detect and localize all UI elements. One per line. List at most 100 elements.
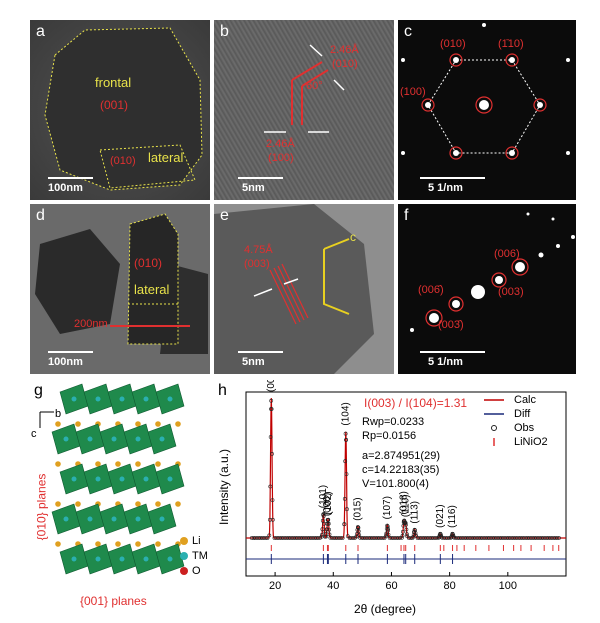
obs-point bbox=[380, 536, 385, 540]
obs-point bbox=[304, 536, 308, 540]
obs-point bbox=[349, 536, 354, 540]
obs-point bbox=[297, 536, 301, 540]
obs-point bbox=[340, 536, 345, 540]
obs-point bbox=[295, 536, 300, 540]
peak-label: (116) bbox=[447, 505, 458, 528]
obs-point bbox=[445, 536, 450, 540]
obs-point bbox=[413, 531, 418, 535]
panel-g-bottom-label: {001} planes bbox=[80, 594, 147, 608]
obs-point bbox=[327, 527, 332, 532]
obs-point bbox=[413, 533, 418, 538]
panel-g-axis-c: c bbox=[31, 428, 37, 440]
obs-point bbox=[541, 536, 546, 540]
plot-frame bbox=[245, 391, 567, 577]
panel-g-crystal-structure bbox=[39, 383, 188, 575]
li-atom bbox=[55, 461, 61, 467]
panel-a: a frontal (001) (010) lateral 100nm bbox=[30, 20, 210, 200]
peak-label: (102) bbox=[323, 491, 334, 514]
obs-point bbox=[327, 532, 332, 537]
panel-b-d2: 2.46Å bbox=[266, 138, 295, 150]
li-atom bbox=[155, 501, 161, 507]
obs-point bbox=[351, 536, 356, 540]
obs-point bbox=[269, 398, 274, 403]
obs-point bbox=[386, 528, 391, 533]
panel-f: f (006) (003) (006̄) (003̄) 5 1/nm bbox=[398, 204, 576, 374]
panel-a-scale-bar bbox=[48, 177, 93, 179]
peak-label: (104) bbox=[340, 402, 351, 425]
obs-point bbox=[386, 532, 391, 537]
panel-c-spot-1-10: (1̄10) bbox=[498, 38, 524, 50]
panel-e: e 4.75Å (003) c 5nm bbox=[214, 204, 394, 374]
panel-c-letter: c bbox=[404, 23, 412, 40]
frontal-index: (001) bbox=[100, 98, 129, 112]
panel-c-scale-text: 5 1/nm bbox=[428, 182, 463, 194]
obs-point bbox=[553, 536, 558, 540]
tm-atom bbox=[143, 476, 149, 482]
tm-atom bbox=[63, 516, 69, 522]
tm-atom bbox=[119, 476, 125, 482]
panel-d-scale-bar bbox=[48, 351, 93, 353]
obs-point bbox=[288, 536, 293, 540]
panel-b-scale-bar bbox=[238, 177, 283, 179]
panel-f-spot-006b: (006̄) bbox=[418, 284, 444, 296]
panel-c-spot-010: (010) bbox=[440, 38, 466, 50]
obs-point bbox=[263, 536, 268, 540]
obs-point bbox=[344, 438, 349, 442]
chart-c: c=14.22183(35) bbox=[362, 464, 440, 476]
obs-point bbox=[359, 536, 364, 540]
obs-point bbox=[551, 536, 556, 540]
obs-point bbox=[326, 517, 331, 522]
li-atom bbox=[135, 541, 141, 547]
tm-atom bbox=[167, 476, 173, 482]
panel-h-letter: h bbox=[218, 382, 227, 399]
obs-point bbox=[441, 536, 446, 540]
obs-point bbox=[455, 536, 460, 540]
legend-li-label: Li bbox=[192, 535, 201, 547]
panel-g-axis-b: b bbox=[55, 408, 62, 420]
tm-atom bbox=[167, 396, 173, 402]
peak-label: (101) bbox=[318, 485, 329, 508]
tm-atom bbox=[119, 556, 125, 562]
obs-point bbox=[268, 484, 273, 489]
legend-tm-marker bbox=[180, 552, 188, 560]
panel-b-angle: 60° bbox=[306, 80, 323, 92]
obs-point bbox=[530, 536, 535, 540]
obs-point bbox=[433, 536, 438, 540]
obs-point bbox=[404, 532, 409, 537]
xrd-chart: 20 40 60 80 100 (003) (101)(006)(102) (104) (015… bbox=[245, 380, 567, 592]
obs-point bbox=[398, 536, 403, 540]
obs-point bbox=[256, 536, 261, 540]
peak-label: (003) bbox=[266, 380, 277, 392]
li-atom bbox=[115, 541, 121, 547]
panel-e-scale-text: 5nm bbox=[242, 356, 265, 368]
panel-d-particles bbox=[35, 213, 208, 354]
obs-point bbox=[307, 536, 312, 540]
peak-label: (113) bbox=[409, 501, 420, 524]
legend-diff: Diff bbox=[514, 408, 531, 420]
panel-a-letter: a bbox=[36, 23, 45, 40]
tm-atom bbox=[159, 436, 165, 442]
obs-point bbox=[338, 536, 343, 540]
obs-point bbox=[404, 522, 408, 527]
obs-point bbox=[309, 536, 314, 540]
legend-tm-label: TM bbox=[192, 550, 208, 562]
li-atom bbox=[75, 501, 81, 507]
obs-point bbox=[356, 529, 361, 534]
li-atom bbox=[95, 461, 101, 467]
obs-point bbox=[270, 452, 274, 456]
legend-o-label: O bbox=[192, 565, 201, 577]
obs-point bbox=[316, 536, 321, 540]
li-atom bbox=[155, 461, 161, 467]
obs-point bbox=[342, 522, 347, 527]
obs-point bbox=[385, 523, 390, 528]
panel-a-particle bbox=[44, 27, 203, 191]
obs-point bbox=[451, 534, 456, 539]
legend-calc: Calc bbox=[514, 394, 537, 406]
panel-g-letter: g bbox=[34, 382, 43, 399]
obs-point bbox=[335, 536, 340, 540]
panel-g: g b c {010} planes {001} planes Li TM O bbox=[30, 380, 210, 615]
legend-phase: LiNiO2 bbox=[514, 436, 548, 448]
panel-b-d1: 2.46Å bbox=[330, 44, 359, 56]
panel-e-lattice bbox=[214, 204, 374, 374]
chart-rp: Rp=0.0156 bbox=[362, 430, 417, 442]
